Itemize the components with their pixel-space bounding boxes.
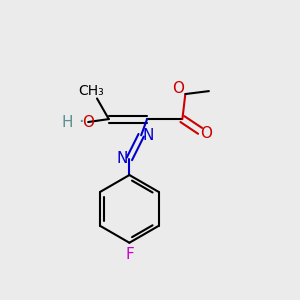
Text: N: N (116, 151, 128, 166)
Text: ·: · (78, 113, 84, 131)
Text: F: F (125, 247, 134, 262)
Text: O: O (172, 81, 184, 96)
Text: O: O (200, 126, 212, 141)
Text: H: H (62, 115, 73, 130)
Text: N: N (143, 128, 154, 143)
Text: CH₃: CH₃ (78, 84, 104, 98)
Text: O: O (82, 115, 94, 130)
